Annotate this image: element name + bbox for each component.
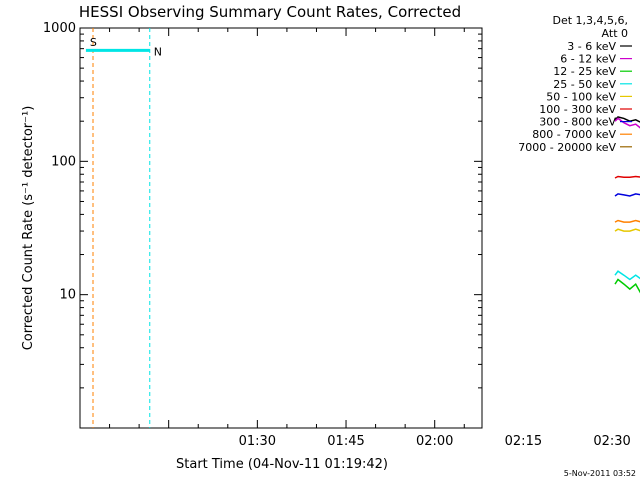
y-axis-label-group: Corrected Count Rate (s⁻¹ detector⁻¹) xyxy=(21,106,36,351)
legend-entry-label: 12 - 25 keV xyxy=(553,65,616,78)
flag-label: S xyxy=(90,36,97,49)
x-axis-label: Start Time (04-Nov-11 01:19:42) xyxy=(176,457,388,472)
legend-header-line-2: Att 0 xyxy=(602,27,628,40)
y-tick-label: 10 xyxy=(59,288,76,303)
series-line xyxy=(614,193,640,197)
flag-label: N xyxy=(154,45,162,58)
legend-entry-label: 300 - 800 keV xyxy=(539,116,616,129)
x-tick-label: 02:30 xyxy=(593,434,630,449)
x-tick-label: 01:45 xyxy=(327,434,364,449)
y-tick-label: 100 xyxy=(51,154,76,169)
chart-title: HESSI Observing Summary Count Rates, Cor… xyxy=(79,3,461,21)
plot-layer: 10100100001:3001:4502:0002:1502:3002:45S… xyxy=(43,21,640,449)
x-tick-label: 02:15 xyxy=(505,434,542,449)
legend-entry-label: 100 - 300 keV xyxy=(539,103,616,116)
series-line xyxy=(614,278,640,294)
date-stamp: 5-Nov-2011 03:52 xyxy=(564,469,636,478)
x-tick-label: 02:00 xyxy=(416,434,453,449)
legend-entry-label: 6 - 12 keV xyxy=(560,53,616,66)
series-line xyxy=(614,228,640,232)
legend-entry-label: 7000 - 20000 keV xyxy=(518,141,616,154)
legend-entry-label: 3 - 6 keV xyxy=(567,40,616,53)
series-line xyxy=(614,175,640,179)
x-tick-label: 01:30 xyxy=(239,434,276,449)
y-axis-label: Corrected Count Rate (s⁻¹ detector⁻¹) xyxy=(21,106,36,351)
y-tick-label: 1000 xyxy=(43,21,76,36)
series-line xyxy=(614,219,640,223)
legend-entry-label: 800 - 7000 keV xyxy=(532,128,616,141)
series-line xyxy=(614,270,640,281)
plot-frame xyxy=(79,27,483,429)
legend-entry-label: 25 - 50 keV xyxy=(553,78,616,91)
legend-entry-label: 50 - 100 keV xyxy=(546,90,616,103)
legend-header-line-1: Det 1,3,4,5,6, xyxy=(552,14,628,27)
series-line xyxy=(614,117,640,129)
